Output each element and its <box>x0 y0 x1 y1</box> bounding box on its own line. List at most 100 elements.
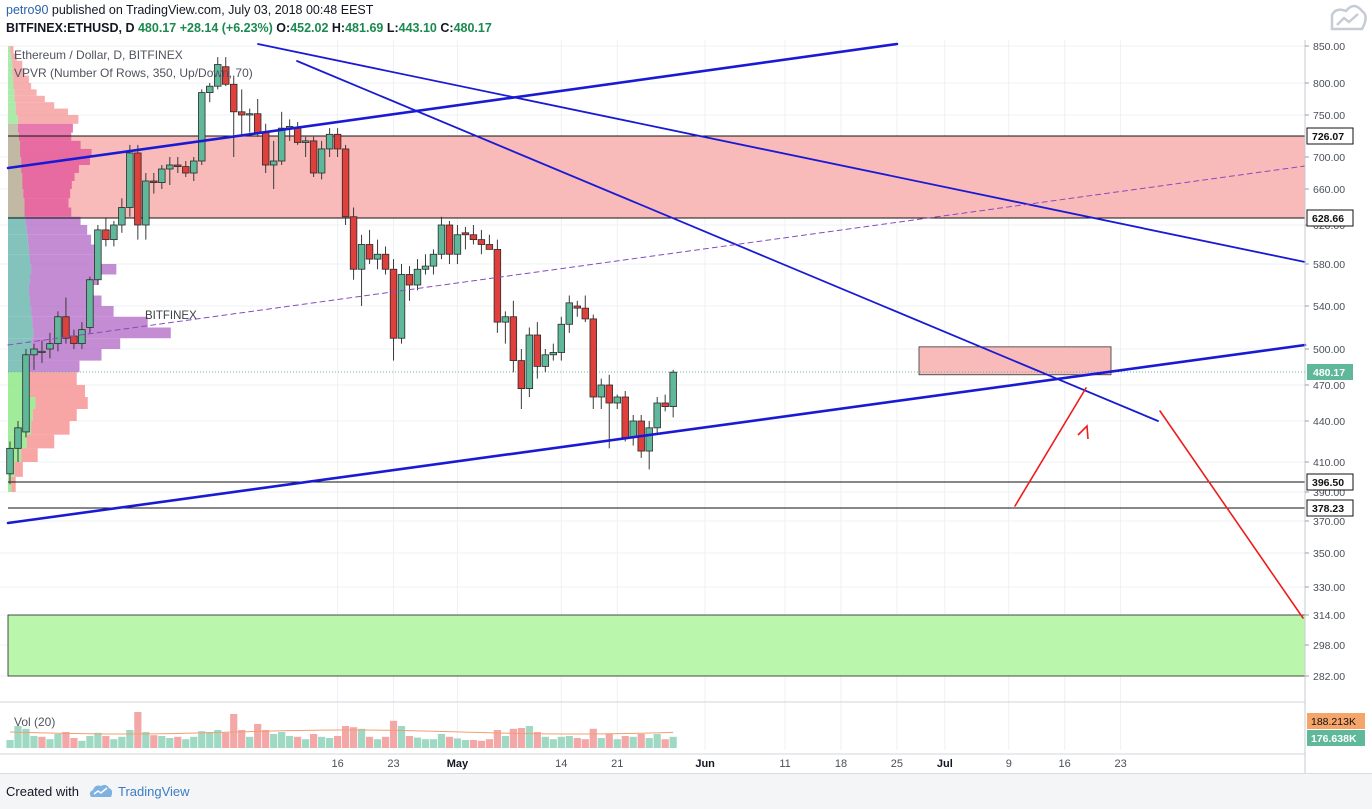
vpvr-down-row <box>17 123 73 133</box>
volume-bar <box>613 739 621 748</box>
volume-bar <box>333 736 342 748</box>
candle-body <box>501 316 510 323</box>
candle-body <box>261 132 270 166</box>
volume-bar <box>86 736 94 748</box>
candle-body <box>381 253 390 270</box>
price-tick-label: 298.00 <box>1313 640 1345 652</box>
candle-body <box>413 268 422 286</box>
time-tick-label: 25 <box>891 758 903 770</box>
volume-bar <box>198 731 206 748</box>
volume-label-high: 188.213K <box>1311 716 1356 728</box>
candle-body <box>46 343 54 350</box>
time-tick-label: Jul <box>937 758 953 770</box>
volume-bar <box>533 732 541 748</box>
trendlines[interactable] <box>6 42 1307 619</box>
projection-arrow-down[interactable] <box>1159 410 1304 619</box>
volume-bar <box>230 714 238 748</box>
volume-bar <box>381 736 390 748</box>
candle-body <box>174 164 182 167</box>
high-value: 481.69 <box>345 21 384 35</box>
candle-body <box>118 207 126 226</box>
tradingview-link[interactable]: TradingView <box>118 784 190 799</box>
volume-bars <box>6 712 677 748</box>
vpvr-down-row <box>30 349 102 361</box>
candle-body <box>230 83 238 113</box>
symbol-label: BITFINEX:ETHUSD, D <box>6 21 135 35</box>
vpvr-up-row <box>8 327 34 339</box>
upper-channel-line[interactable] <box>6 42 899 170</box>
volume-bar <box>517 728 525 748</box>
candle-body <box>477 239 486 245</box>
resistance-zone <box>8 136 1305 218</box>
volume-bar <box>357 728 366 748</box>
legend: Ethereum / Dollar, D, BITFINEX VPVR (Num… <box>14 48 253 729</box>
vpvr-up-row <box>8 349 30 361</box>
vpvr-up-row <box>8 140 21 149</box>
candle-body <box>86 279 94 328</box>
volume-bar <box>605 733 613 748</box>
descending-trendline-short[interactable] <box>296 60 1159 422</box>
volume-bar <box>182 739 190 748</box>
horizontal-levels <box>8 135 1305 509</box>
candle-body <box>333 133 342 150</box>
volume-bar <box>222 732 230 748</box>
descending-trendline-long[interactable] <box>257 43 1306 263</box>
volume-bar <box>54 734 62 748</box>
candle-body <box>405 274 414 286</box>
volume-bar <box>549 739 557 748</box>
vpvr-down-row <box>35 397 88 409</box>
time-tick-label: May <box>447 758 469 770</box>
volume-bar <box>653 734 661 748</box>
zones <box>7 136 1306 677</box>
price-tick-label: 410.00 <box>1313 457 1345 469</box>
volume-bar <box>581 739 589 748</box>
price-tick-label: 700.00 <box>1313 152 1345 164</box>
volume-bar <box>126 730 134 748</box>
vpvr-up-row <box>8 181 23 189</box>
candle-body <box>142 180 150 226</box>
volume-bar <box>461 740 470 748</box>
candle-body <box>325 133 334 150</box>
vpvr-down-row <box>17 115 79 124</box>
vpvr-down-row <box>14 462 23 477</box>
candle-body <box>453 234 462 255</box>
volume-bar <box>373 739 382 748</box>
arrow-head-icon <box>1077 424 1089 440</box>
candle-body <box>190 160 198 174</box>
time-axis[interactable]: 16 23 May 14 21 Jun 11 18 25 Jul 9 16 23 <box>331 758 1126 770</box>
candle-body <box>589 318 597 398</box>
volume-bar <box>310 734 318 748</box>
volume-bar <box>501 736 509 748</box>
publish-text: published on TradingView.com, July 03, 2… <box>48 3 374 17</box>
candle-body <box>30 348 38 356</box>
candle-body <box>158 168 166 183</box>
candle-body <box>198 92 206 162</box>
price-tick-label: 540.00 <box>1313 301 1345 313</box>
candles <box>6 57 677 485</box>
candle-body <box>54 316 62 345</box>
volume-bar <box>589 728 597 748</box>
volume-bar <box>78 740 86 748</box>
vpvr-down-row <box>31 264 117 275</box>
volume-bar <box>525 726 533 748</box>
projection-arrow-up[interactable] <box>1014 387 1087 507</box>
vpvr-down-row <box>12 68 25 76</box>
candle-body <box>557 323 566 353</box>
candle-body <box>661 402 669 407</box>
candle-body <box>214 64 222 87</box>
vpvr-up-row <box>8 476 12 492</box>
author-name[interactable]: petro90 <box>6 3 49 17</box>
lower-channel-line[interactable] <box>6 343 1307 525</box>
price-axis[interactable]: 850.00800.00750.00700.00660.00620.00580.… <box>1304 40 1365 773</box>
volume-bar <box>629 736 637 748</box>
open-label: O: <box>276 21 291 35</box>
candle-body <box>102 229 110 241</box>
dashed-median-line[interactable] <box>7 165 1306 346</box>
vpvr-down-row <box>20 148 92 157</box>
chart-area[interactable]: 850.00800.00750.00700.00660.00620.00580.… <box>0 40 1372 773</box>
volume-bar <box>46 739 54 748</box>
candle-body <box>309 140 318 174</box>
candle-body <box>437 224 446 255</box>
candle-body <box>469 234 478 241</box>
time-tick-label: 23 <box>387 758 399 770</box>
